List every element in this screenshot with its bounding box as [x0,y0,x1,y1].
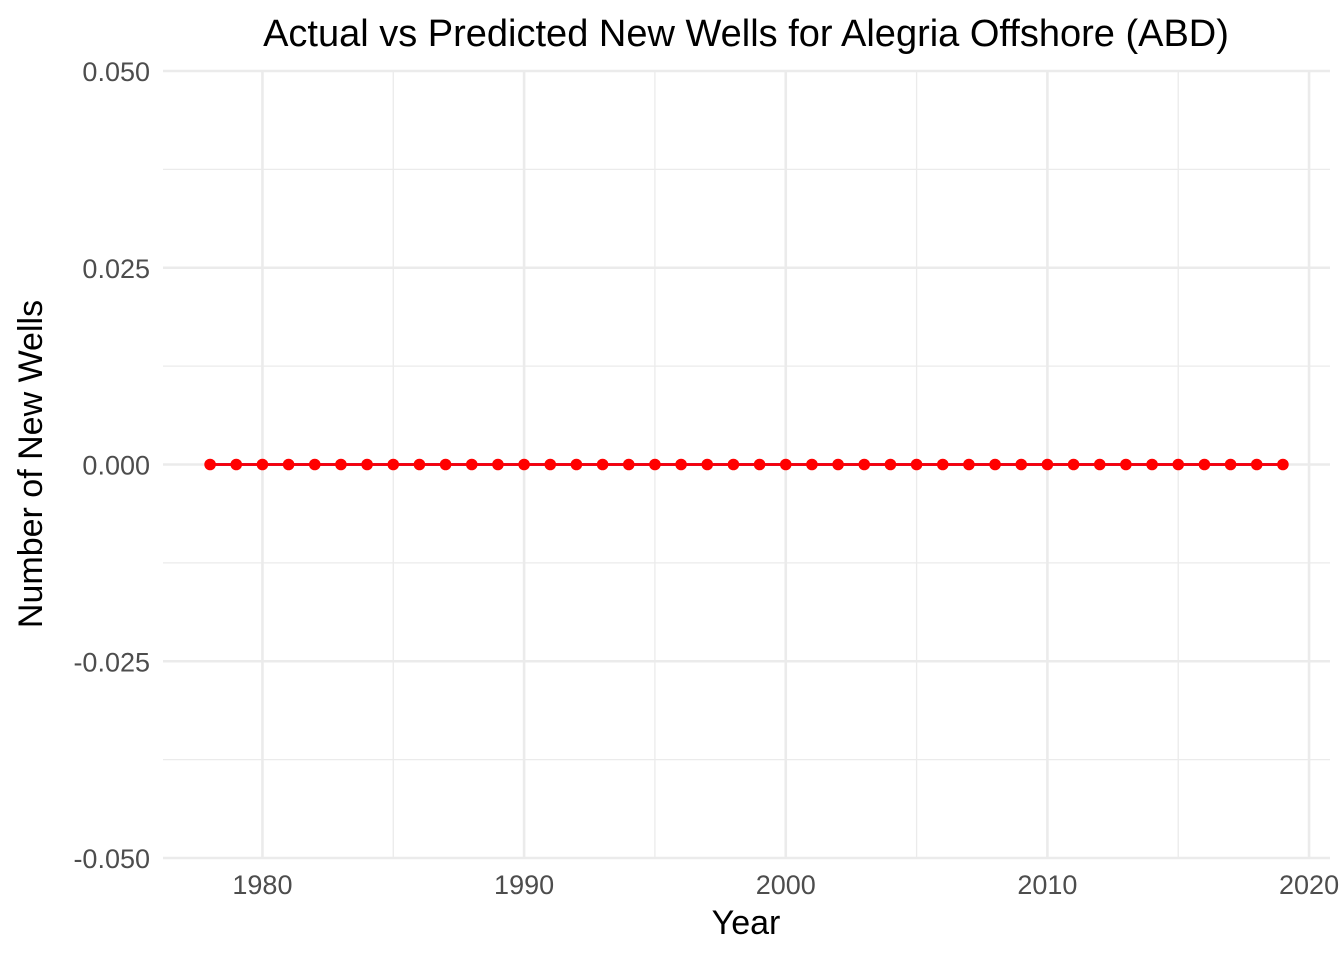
series-2-point [492,458,504,471]
x-tick-label: 1980 [232,870,292,900]
series-2-point [910,458,923,471]
series-2-point [806,458,818,471]
series-2-point [570,458,583,471]
series-2-point [1224,458,1237,471]
series-2-point [282,458,295,471]
series-2-point [832,458,844,471]
series-2-point [727,458,740,471]
series-2-point [518,458,530,471]
series-2-point [753,458,766,471]
series-2-point [779,458,792,471]
series-2-point [1015,458,1028,471]
series-2-point [439,458,452,471]
y-axis-title: Number of New Wells [12,300,50,628]
series-2-point [936,458,949,471]
x-tick-label: 2010 [1017,870,1077,900]
y-tick-label: 0.000 [82,451,150,481]
series-2-point [1250,458,1263,471]
series-2-point [963,458,975,471]
series-2-point [1093,458,1106,471]
series-2-point [256,458,269,471]
series-2-point [675,458,687,471]
series-2-point [387,458,400,471]
series-2-point [622,458,635,471]
grid [163,69,1330,860]
series-2-point [1120,458,1132,471]
series-2-point [1067,458,1080,471]
x-tick-label: 2000 [756,870,816,900]
x-axis-title: Year [712,904,781,942]
series-2-point [1146,458,1158,471]
y-tick-label: -0.050 [73,844,150,874]
series-2-point [884,458,897,471]
series-2-point [204,458,216,471]
series-2-point [1172,458,1185,471]
series-2-point [1277,458,1289,471]
series-2-point [361,458,373,471]
series-2-point [701,458,714,471]
tick-labels: 1980 1990 2000 2010 2020 -0.050 -0.025 0.000 0.0… [73,57,1339,900]
series-2-point [413,458,426,471]
chart-title: Actual vs Predicted New Wells for Alegri… [263,13,1229,55]
series-2-point [335,458,347,471]
series-2-point [308,458,321,471]
y-tick-label: 0.050 [82,57,150,87]
series-2-point [1041,458,1054,471]
series-2-point [989,458,1001,471]
series-2-point [1198,458,1211,471]
x-tick-label: 1990 [494,870,554,900]
series-2-point [596,458,609,471]
series-2-point [230,458,243,471]
series-2-point [544,458,557,471]
x-tick-label: 2020 [1279,870,1339,900]
series-2-point [649,458,661,471]
y-tick-label: -0.025 [73,647,150,677]
series-layer [204,458,1289,471]
series-2-point [465,458,478,471]
y-tick-label: 0.025 [82,254,150,284]
series-2-point [858,458,871,471]
